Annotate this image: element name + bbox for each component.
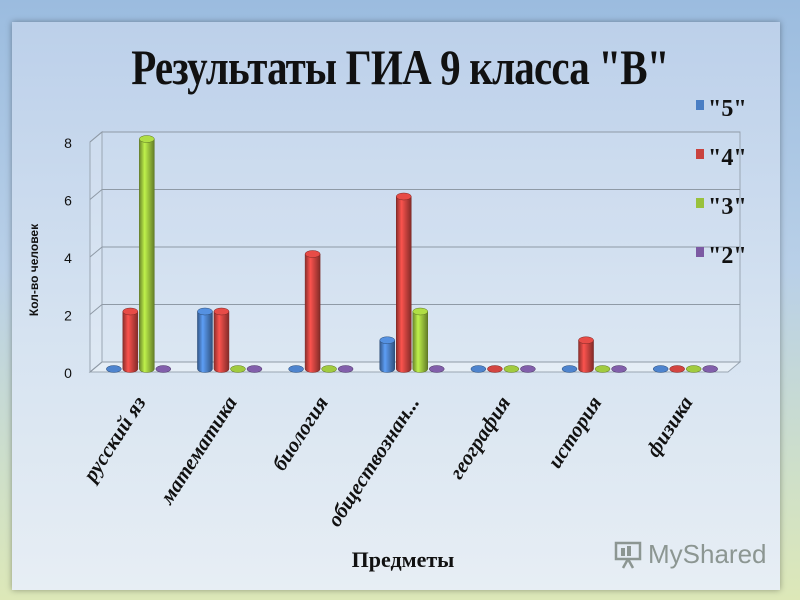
bar-zero [503,365,520,373]
bar-zero [561,365,578,373]
x-tick-label: физика [641,392,698,461]
gridline [89,246,740,258]
x-tick-label: обществознан... [322,392,424,531]
y-tick-label: 8 [64,135,72,151]
x-tick-label: история [542,392,606,473]
bar [379,340,395,373]
gridline [89,304,740,315]
gridline [89,361,740,373]
y-tick-label: 6 [64,193,72,209]
bar-zero [702,365,718,373]
legend-label: "3" [708,194,747,220]
bar-top [213,307,230,316]
bar [396,196,412,373]
bar [304,253,321,373]
bar-zero [520,365,536,373]
bar [213,311,230,373]
x-axis-label: Предметы [351,547,455,572]
gridline [89,131,740,143]
bar-top [122,307,139,316]
x-tick-label: география [444,391,515,483]
bar-zero [230,365,246,373]
x-tick-label: биология [267,392,333,475]
bar-zero [594,365,611,373]
x-tick-label: русский яз [77,392,151,488]
bar-top [412,307,428,316]
bar-zero [155,365,172,373]
legend-label: "2" [708,243,747,269]
bar-top [304,250,321,258]
bar-top [379,336,395,344]
bar-zero [429,365,445,373]
bar-zero [288,365,304,373]
bar-zero [321,365,337,373]
legend-swatch [696,149,704,159]
bar-zero [487,365,503,373]
bar-zero [246,365,263,373]
watermark-text: MyShared [648,538,767,569]
legend-label: "4" [708,145,747,171]
y-tick-label: 4 [64,250,72,266]
bar-top [197,307,213,316]
y-tick-label: 0 [64,365,72,381]
bar [412,311,428,373]
bar [122,311,139,373]
bar-zero [611,365,627,373]
legend-swatch [696,247,704,257]
bar-zero [669,365,685,373]
gridline [89,189,740,200]
watermark: MyShared [612,538,767,570]
bar [139,138,155,373]
bar [578,340,594,373]
legend-swatch [696,100,704,110]
bar [197,311,213,373]
legend-swatch [696,198,704,208]
presentation-icon [614,541,642,569]
bar-top [139,135,155,143]
chart-title: Результаты ГИА 9 класса "В" [131,39,669,95]
bar-zero [337,365,354,373]
bar-top [396,192,412,201]
x-tick-label: математика [154,392,242,509]
bar-zero [106,365,122,373]
bar-zero [652,365,669,373]
bar-zero [685,365,702,373]
y-tick-label: 2 [64,308,72,324]
legend-label: "5" [708,96,747,122]
y-axis-label: Кол-во человек [27,223,41,317]
bar-zero [470,365,487,373]
bar-top [578,336,594,344]
